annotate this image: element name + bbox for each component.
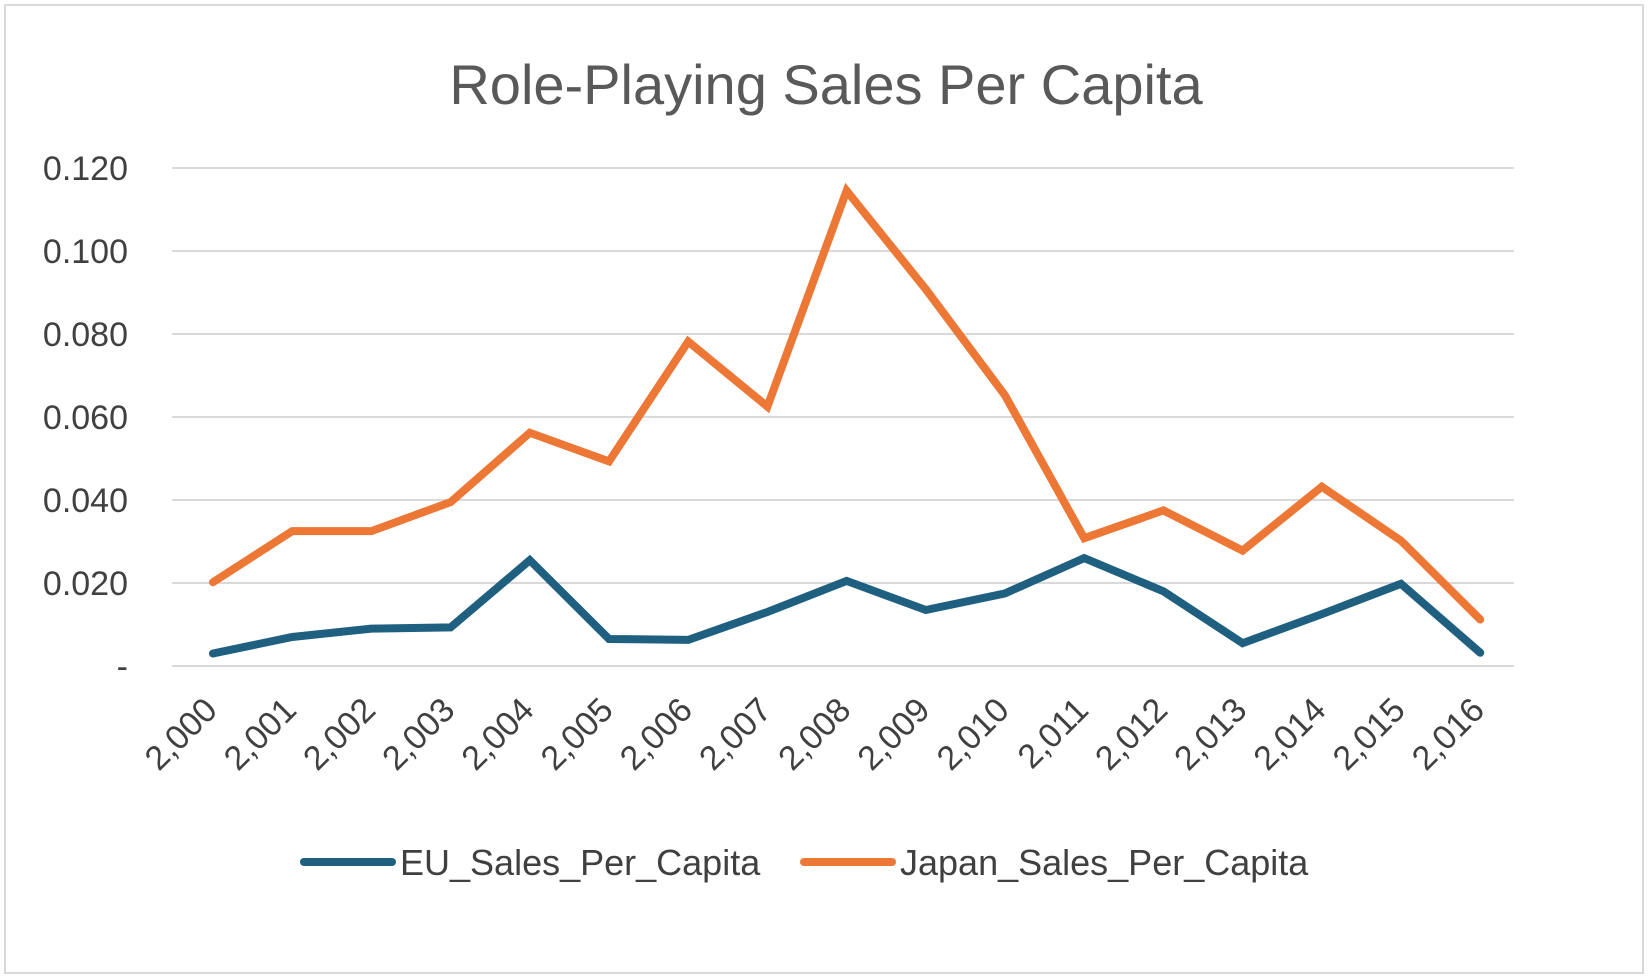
data-point xyxy=(1479,619,1481,621)
x-axis-ticks: 2,0002,0012,0022,0032,0042,0052,0062,007… xyxy=(138,691,1492,778)
legend-label: Japan_Sales_Per_Capita xyxy=(900,842,1309,883)
data-point xyxy=(687,639,689,641)
data-point xyxy=(212,581,214,583)
gridlines xyxy=(172,167,1514,667)
data-point xyxy=(1004,592,1006,594)
x-tick-label: 2,005 xyxy=(534,691,621,778)
x-tick-label: 2,001 xyxy=(217,691,304,778)
data-point xyxy=(212,653,214,655)
data-point xyxy=(529,559,531,561)
x-tick-label: 2,016 xyxy=(1405,691,1492,778)
series-line-0 xyxy=(209,553,1485,658)
series-lines xyxy=(209,182,1485,658)
x-tick-label: 2,006 xyxy=(613,691,700,778)
data-point xyxy=(1162,509,1164,511)
data-point xyxy=(687,340,689,342)
legend: EU_Sales_Per_Capita Japan_Sales_Per_Capit… xyxy=(300,842,1309,883)
y-tick-label: 0.060 xyxy=(43,399,128,437)
data-point xyxy=(450,501,452,503)
data-point xyxy=(1004,394,1006,396)
data-point xyxy=(529,432,531,434)
data-point xyxy=(1242,642,1244,644)
y-tick-label: 0.100 xyxy=(43,233,128,271)
chart-frame: Role-Playing Sales Per Capita - 0.020 0.04… xyxy=(4,4,1644,974)
x-tick-label: 2,012 xyxy=(1088,691,1175,778)
x-tick-label: 2,004 xyxy=(454,691,541,778)
data-point xyxy=(766,406,768,408)
y-tick-label: 0.120 xyxy=(43,150,128,188)
series-line-1 xyxy=(209,182,1485,624)
x-tick-label: 2,000 xyxy=(138,691,225,778)
x-tick-label: 2,007 xyxy=(692,691,779,778)
data-point xyxy=(1321,613,1323,615)
legend-label: EU_Sales_Per_Capita xyxy=(400,842,761,883)
data-point xyxy=(1400,583,1402,585)
data-point xyxy=(1083,537,1085,539)
data-point xyxy=(766,611,768,613)
data-point xyxy=(925,609,927,611)
data-point xyxy=(925,288,927,290)
y-tick-label: - xyxy=(117,648,128,686)
x-tick-label: 2,009 xyxy=(850,691,937,778)
data-point xyxy=(1242,550,1244,552)
x-tick-label: 2,010 xyxy=(930,691,1017,778)
x-tick-label: 2,011 xyxy=(1011,691,1096,776)
x-tick-label: 2,015 xyxy=(1326,691,1413,778)
x-tick-label: 2,014 xyxy=(1246,691,1333,778)
data-point xyxy=(1479,652,1481,654)
data-point xyxy=(1400,540,1402,542)
data-point xyxy=(608,460,610,462)
line-chart: Role-Playing Sales Per Capita - 0.020 0.04… xyxy=(43,53,1514,883)
data-point xyxy=(1083,557,1085,559)
data-point xyxy=(450,626,452,628)
data-point xyxy=(370,628,372,630)
y-tick-label: 0.080 xyxy=(43,316,128,354)
chart-title: Role-Playing Sales Per Capita xyxy=(449,53,1203,116)
data-point xyxy=(846,580,848,582)
y-axis-ticks: - 0.020 0.040 0.060 0.080 0.100 0.120 xyxy=(43,150,128,686)
x-tick-label: 2,008 xyxy=(771,691,858,778)
data-point xyxy=(291,636,293,638)
data-point xyxy=(608,638,610,640)
x-tick-label: 2,003 xyxy=(375,691,462,778)
y-tick-label: 0.020 xyxy=(43,565,128,603)
data-point xyxy=(291,530,293,532)
y-tick-label: 0.040 xyxy=(43,482,128,520)
data-point xyxy=(1321,486,1323,488)
data-point xyxy=(846,190,848,192)
x-tick-label: 2,002 xyxy=(296,691,383,778)
data-point xyxy=(1162,590,1164,592)
x-tick-label: 2,013 xyxy=(1167,691,1254,778)
data-point xyxy=(370,530,372,532)
